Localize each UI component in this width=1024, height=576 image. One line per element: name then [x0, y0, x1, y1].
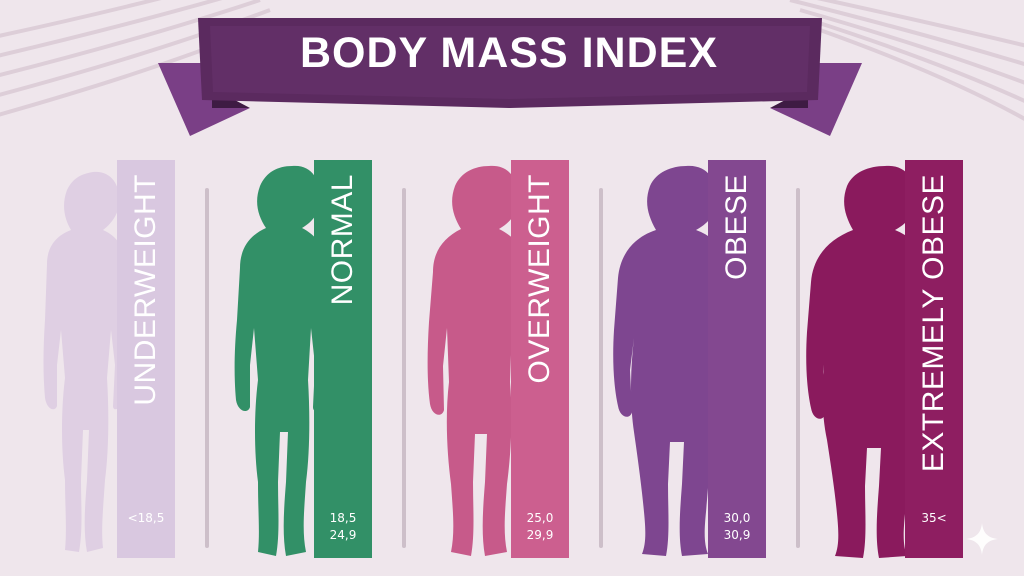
bmi-range: <18,5 [117, 510, 175, 527]
underweight-figure-icon [43, 171, 128, 552]
category-label: OBESE [720, 174, 753, 280]
bmi-range-line: 30,9 [723, 528, 751, 542]
bmi-range: 35< [905, 510, 963, 527]
bmi-range-line: 35< [921, 511, 947, 525]
obese-figure-icon [613, 165, 735, 556]
category-label: EXTREMELY OBESE [917, 174, 950, 473]
page-title: BODY MASS INDEX [300, 28, 718, 77]
category-bar [314, 160, 372, 558]
bmi-range-line: 25,0 [526, 511, 554, 525]
category-label: UNDERWEIGHT [129, 174, 162, 406]
category-underweight: UNDERWEIGHT <18,5 [0, 160, 200, 565]
category-divider [205, 188, 209, 548]
category-extremely-obese: EXTREMELY OBESE 35< [788, 160, 988, 565]
bmi-range: 30,0 30,9 [708, 510, 766, 544]
category-label: NORMAL [326, 174, 359, 306]
category-obese: OBESE 30,0 30,9 [591, 160, 791, 565]
category-bar [708, 160, 766, 558]
category-bar [905, 160, 963, 558]
category-normal: NORMAL 18,5 24,9 [197, 160, 397, 565]
normal-figure-icon [234, 165, 329, 556]
bmi-range: 25,0 29,9 [511, 510, 569, 544]
category-bar [511, 160, 569, 558]
category-bar [117, 160, 175, 558]
bmi-range-line: 30,0 [723, 511, 751, 525]
extremely-obese-figure-icon [806, 165, 933, 558]
category-divider [402, 188, 406, 548]
overweight-figure-icon [427, 165, 531, 556]
four-point-star-icon [966, 523, 998, 555]
bmi-range-line: 18,5 [329, 511, 357, 525]
bmi-range-line: 24,9 [329, 528, 357, 542]
bmi-range-line: 29,9 [526, 528, 554, 542]
title-banner [158, 18, 862, 136]
bmi-range-line: <18,5 [127, 511, 165, 525]
category-label: OVERWEIGHT [523, 174, 556, 384]
category-overweight: OVERWEIGHT 25,0 29,9 [394, 160, 594, 565]
category-divider [599, 188, 603, 548]
category-divider [796, 188, 800, 548]
bmi-range: 18,5 24,9 [314, 510, 372, 544]
